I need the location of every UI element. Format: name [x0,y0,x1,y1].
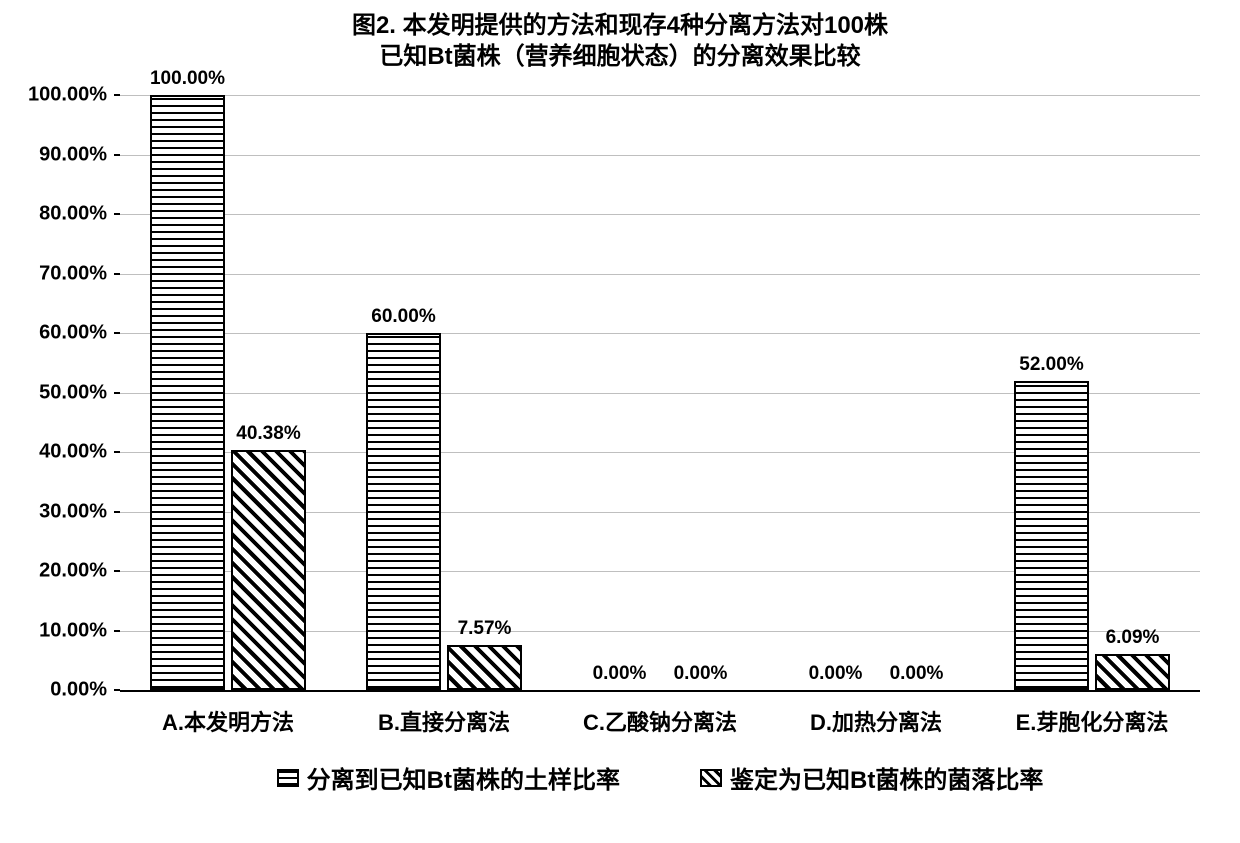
bar [1014,381,1089,690]
bar-value-label: 7.57% [458,618,512,640]
y-tick [114,570,120,572]
chart-title: 图2. 本发明提供的方法和现存4种分离方法对100株 已知Bt菌株（营养细胞状态… [20,10,1220,72]
y-tick [114,332,120,334]
y-tick-label: 90.00% [39,143,107,166]
bar [1095,654,1170,690]
bar-value-label: 100.00% [150,68,225,90]
gridline [120,95,1200,96]
y-tick [114,154,120,156]
y-tick [114,213,120,215]
y-tick [114,511,120,513]
chart-container: 图2. 本发明提供的方法和现存4种分离方法对100株 已知Bt菌株（营养细胞状态… [20,10,1220,830]
y-tick [114,630,120,632]
bar [366,333,441,690]
legend-item: 鉴定为已知Bt菌株的菌落比率 [700,760,1043,795]
bar-value-label: 60.00% [371,306,435,328]
bar [231,450,306,690]
x-tick-label: E.芽胞化分离法 [1016,705,1169,737]
bar-value-label: 0.00% [593,663,647,685]
bar-value-label: 0.00% [890,663,944,685]
bar-value-label: 0.00% [809,663,863,685]
plot-area: 100.00%40.38%60.00%7.57%0.00%0.00%0.00%0… [120,95,1200,690]
gridline [120,214,1200,215]
y-tick-label: 0.00% [50,679,107,702]
y-tick-label: 40.00% [39,441,107,464]
y-tick-label: 10.00% [39,619,107,642]
x-tick-label: C.乙酸钠分离法 [583,705,737,737]
legend-item: 分离到已知Bt菌株的土样比率 [277,760,620,795]
bar-value-label: 52.00% [1019,354,1083,376]
y-tick [114,392,120,394]
bar [447,645,522,690]
diagonal-stripe-icon [700,769,722,787]
gridline [120,274,1200,275]
x-axis: A.本发明方法 B.直接分离法 C.乙酸钠分离法 D.加热分离法 E.芽胞化分离法 [120,705,1200,745]
y-tick [114,273,120,275]
x-axis-line [120,690,1200,692]
gridline [120,333,1200,334]
y-tick [114,94,120,96]
bar [150,95,225,690]
y-tick-label: 60.00% [39,322,107,345]
y-tick-label: 50.00% [39,381,107,404]
y-tick [114,451,120,453]
x-tick-label: A.本发明方法 [162,705,294,737]
x-tick-label: B.直接分离法 [378,705,510,737]
legend-label: 分离到已知Bt菌株的土样比率 [307,760,620,795]
y-tick-label: 20.00% [39,560,107,583]
y-tick-label: 30.00% [39,500,107,523]
bar-value-label: 40.38% [236,423,300,445]
legend: 分离到已知Bt菌株的土样比率 鉴定为已知Bt菌株的菌落比率 [120,760,1200,795]
bar-value-label: 0.00% [674,663,728,685]
x-tick-label: D.加热分离法 [810,705,942,737]
y-tick-label: 100.00% [28,84,107,107]
y-tick-label: 80.00% [39,203,107,226]
y-tick-label: 70.00% [39,262,107,285]
legend-label: 鉴定为已知Bt菌株的菌落比率 [730,760,1043,795]
bar-value-label: 6.09% [1106,627,1160,649]
y-axis: 0.00%10.00%20.00%30.00%40.00%50.00%60.00… [20,95,115,690]
title-line-1: 图2. 本发明提供的方法和现存4种分离方法对100株 [20,10,1220,41]
gridline [120,155,1200,156]
horizontal-stripe-icon [277,769,299,787]
